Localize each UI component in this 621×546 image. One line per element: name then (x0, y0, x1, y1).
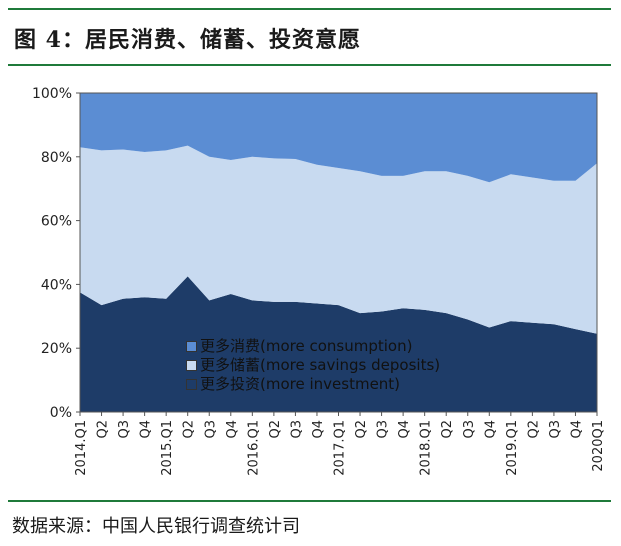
x-tick-label: Q2 (182, 420, 197, 439)
x-tick-label: Q3 (289, 420, 304, 439)
bottom-rule (8, 500, 611, 502)
x-tick-label: 2019.Q1 (505, 420, 520, 476)
legend-swatch-savings (186, 360, 197, 371)
legend-swatch-investment (186, 379, 197, 390)
x-tick-label: Q4 (483, 420, 498, 439)
area-series-savings (80, 145, 597, 334)
y-tick-label: 40% (41, 277, 72, 293)
legend-label-investment: 更多投资(more investment) (200, 375, 401, 393)
x-tick-label: 2020Q1 (591, 420, 606, 472)
x-tick-label: Q3 (376, 420, 391, 439)
x-tick-label: 2015.Q1 (160, 420, 175, 476)
x-tick-label: 2016.Q1 (246, 420, 261, 476)
x-tick-label: Q4 (311, 420, 326, 439)
legend-item-consumption: 更多消费(more consumption) (186, 337, 440, 356)
legend-label-consumption: 更多消费(more consumption) (200, 337, 413, 355)
y-tick-label: 60% (41, 214, 72, 230)
title-divider (8, 64, 611, 66)
source-note: 数据来源：中国人民银行调查统计司 (12, 516, 300, 537)
x-tick-label: 2018.Q1 (419, 420, 434, 476)
x-tick-label: Q4 (139, 420, 154, 439)
y-tick-label: 80% (41, 150, 72, 166)
x-tick-label: Q3 (462, 420, 477, 439)
x-tick-label: Q3 (548, 420, 563, 439)
x-tick-label: Q2 (268, 420, 283, 439)
x-tick-label: 2014.Q1 (74, 420, 89, 476)
x-tick-label: Q4 (225, 420, 240, 439)
x-tick-label: Q3 (203, 420, 218, 439)
legend-item-investment: 更多投资(more investment) (186, 375, 440, 394)
y-tick-label: 100% (32, 86, 72, 102)
y-tick-label: 0% (50, 405, 72, 421)
figure-title: 图 4：居民消费、储蓄、投资意愿 (14, 27, 361, 53)
legend-swatch-consumption (186, 341, 197, 352)
x-tick-label: Q2 (96, 420, 111, 439)
x-tick-label: Q2 (526, 420, 541, 439)
x-tick-label: 2017.Q1 (333, 420, 348, 476)
chart-legend: 更多消费(more consumption) 更多储蓄(more savings… (186, 337, 440, 394)
y-tick-label: 20% (41, 341, 72, 357)
x-tick-label: Q4 (569, 420, 584, 439)
legend-label-savings: 更多储蓄(more savings deposits) (200, 356, 441, 374)
x-tick-label: Q2 (440, 420, 455, 439)
area-series-investment (80, 276, 597, 412)
area-series-consumption (80, 93, 597, 183)
x-tick-label: Q2 (354, 420, 369, 439)
x-tick-label: Q3 (117, 420, 132, 439)
top-rule (8, 8, 611, 10)
stacked-area-chart: 0% 20% 40% 60% 80% 100% 2014.Q1 Q2 Q3 Q4 2015.Q1 Q2… (32, 86, 606, 476)
x-tick-label: Q4 (397, 420, 412, 439)
legend-item-savings: 更多储蓄(more savings deposits) (186, 356, 440, 375)
